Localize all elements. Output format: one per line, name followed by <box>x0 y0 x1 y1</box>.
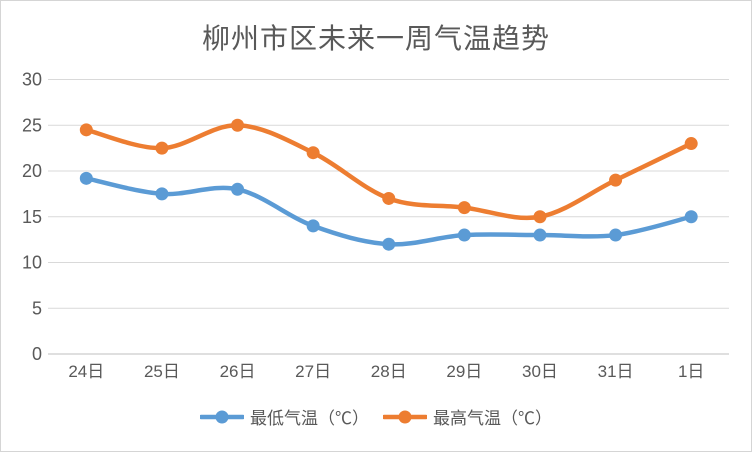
legend-item-max-temp: 最高气温（℃） <box>383 404 552 429</box>
y-tick-label: 10 <box>22 253 42 273</box>
max-temp-marker <box>306 146 320 160</box>
x-tick-label: 24日 <box>68 362 104 381</box>
min-temp-marker <box>382 237 396 251</box>
max-temp-marker <box>457 201 471 215</box>
y-tick-label: 15 <box>22 207 42 227</box>
min-temp-marker <box>231 182 245 196</box>
min-temp-marker <box>533 228 547 242</box>
max-temp-marker <box>609 173 623 187</box>
min-temp-marker <box>457 228 471 242</box>
y-tick-label: 5 <box>32 298 42 318</box>
series-min-temp <box>79 171 698 251</box>
legend-label-max-temp: 最高气温（℃） <box>433 409 552 428</box>
min-temp-marker <box>306 219 320 233</box>
x-tick-label: 30日 <box>522 362 558 381</box>
max-temp-line-marker-icon <box>383 410 427 423</box>
min-temp-marker <box>684 210 698 224</box>
max-temp-marker <box>79 123 93 137</box>
min-temp-marker <box>79 171 93 185</box>
x-tick-label: 25日 <box>144 362 180 381</box>
x-tick-label: 29日 <box>446 362 482 381</box>
x-tick-label: 1日 <box>678 362 704 381</box>
min-temp-marker <box>155 187 169 201</box>
legend-label-min-temp: 最低气温（℃） <box>250 409 369 428</box>
x-tick-label: 27日 <box>295 362 331 381</box>
x-tick-label: 31日 <box>598 362 634 381</box>
max-temp-marker <box>155 141 169 155</box>
max-temp-marker <box>684 137 698 151</box>
max-temp-marker <box>533 210 547 224</box>
y-axis-labels: 0 5 10 15 20 25 30 <box>22 70 42 364</box>
y-tick-label: 25 <box>22 115 42 135</box>
max-temp-marker <box>382 191 396 205</box>
min-temp-line-marker-icon <box>200 410 244 423</box>
series-max-temp <box>79 118 698 224</box>
x-axis-labels: 24日 25日 26日 27日 28日 29日 30日 31日 1日 <box>68 362 704 381</box>
gridlines <box>48 79 729 355</box>
x-tick-label: 26日 <box>220 362 256 381</box>
y-tick-label: 30 <box>22 70 42 90</box>
legend-item-min-temp: 最低气温（℃） <box>200 404 369 429</box>
min-temp-marker <box>609 228 623 242</box>
chart-legend: 最低气温（℃） 最高气温（℃） <box>1 404 751 429</box>
y-tick-label: 20 <box>22 161 42 181</box>
y-tick-label: 0 <box>32 344 42 364</box>
max-temp-marker <box>231 118 245 132</box>
x-tick-label: 28日 <box>371 362 407 381</box>
